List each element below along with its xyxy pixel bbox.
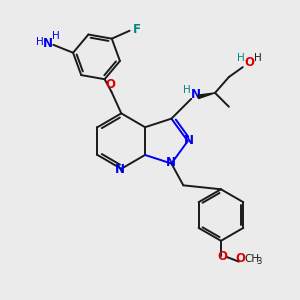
Text: O: O [245, 56, 255, 69]
Text: N: N [184, 134, 194, 147]
Text: N: N [191, 88, 201, 101]
Text: H: H [237, 53, 245, 63]
Text: O: O [236, 252, 246, 265]
Text: N: N [165, 156, 176, 169]
Text: N: N [43, 37, 53, 50]
Text: H: H [183, 85, 191, 95]
Text: F: F [133, 23, 141, 36]
Text: N: N [115, 163, 125, 176]
Text: H: H [35, 37, 43, 47]
Text: O: O [105, 78, 116, 91]
Text: H: H [254, 53, 262, 63]
Polygon shape [198, 93, 215, 98]
Text: CH: CH [245, 254, 260, 264]
Text: H: H [52, 31, 60, 41]
Text: 3: 3 [256, 257, 262, 266]
Text: O: O [217, 250, 227, 263]
